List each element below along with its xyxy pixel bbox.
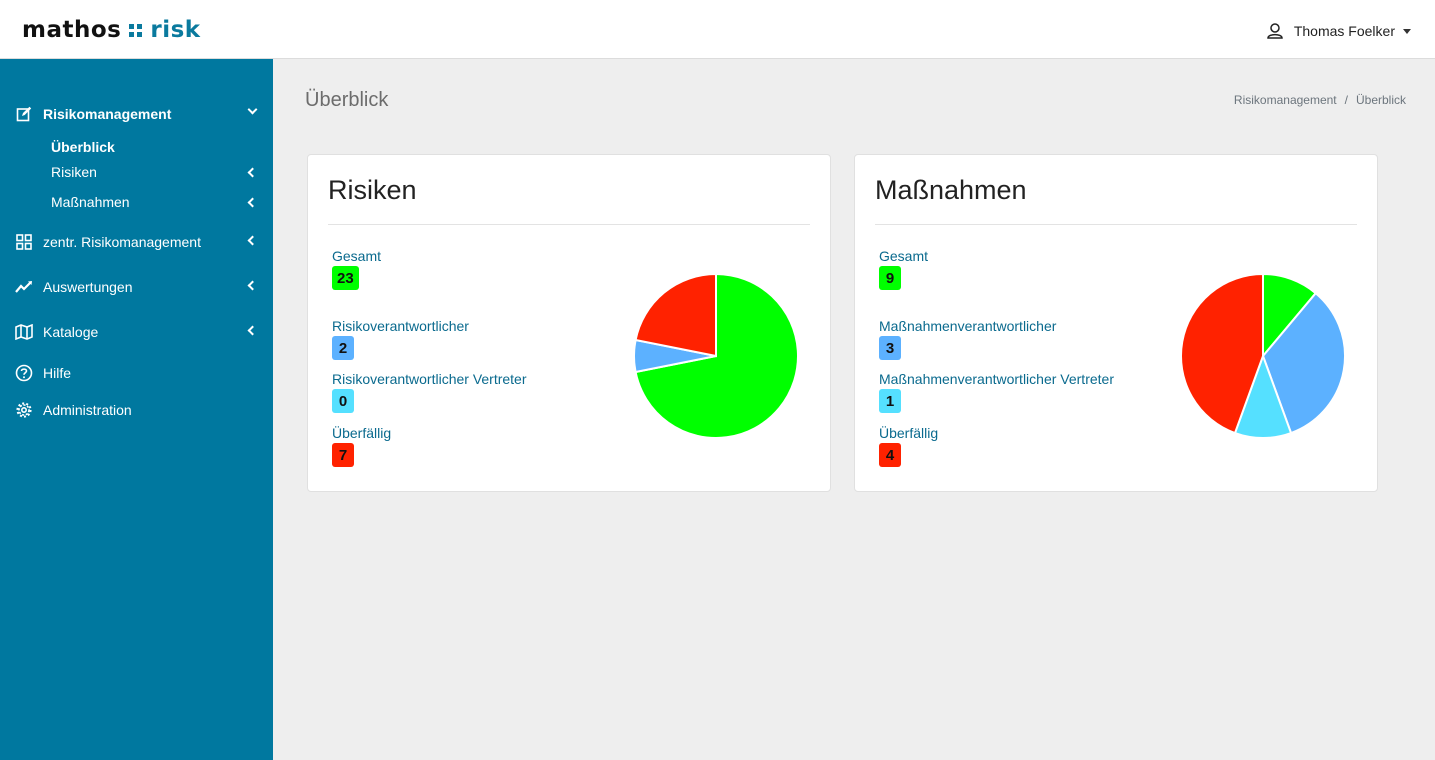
- sidebar: Risikomanagement Überblick Risiken Maßna…: [0, 59, 273, 760]
- pie-chart-risiken: [633, 272, 799, 439]
- sidebar-subitem-label: Risiken: [51, 164, 97, 180]
- card-divider: [875, 224, 1357, 225]
- breadcrumb-root-link[interactable]: Risikomanagement: [1233, 93, 1337, 107]
- edit-icon: [15, 105, 33, 123]
- chevron-left-icon: [247, 325, 258, 336]
- sidebar-item-label: zentr. Risikomanagement: [43, 234, 201, 250]
- stat-label-risikoverantwortlicher[interactable]: Risikoverantwortlicher: [332, 318, 469, 334]
- stat-badge-gesamt: 23: [332, 266, 359, 290]
- stat-label-ueberfaellig[interactable]: Überfällig: [879, 425, 939, 441]
- breadcrumb: Risikomanagement / Überblick: [1234, 93, 1406, 107]
- sidebar-item-label: Hilfe: [43, 365, 72, 381]
- sidebar-item-kataloge[interactable]: Kataloge: [0, 319, 273, 345]
- caret-down-icon: [1403, 28, 1411, 34]
- map-icon: [15, 323, 33, 341]
- card-title: Maßnahmen: [875, 175, 1027, 205]
- stat-badge-ueberfaellig: 7: [332, 443, 354, 467]
- card-divider: [328, 224, 810, 225]
- stat-badge-massnahmenverantwortlicher-vertreter: 1: [879, 389, 901, 413]
- stat-badge-risikoverantwortlicher: 2: [332, 336, 354, 360]
- card-risiken: Risiken Gesamt 23 Risikoverantwortlicher…: [307, 154, 831, 492]
- chart-line-icon: [15, 278, 33, 296]
- chevron-left-icon: [247, 280, 258, 291]
- sidebar-subitem-label: Überblick: [51, 139, 115, 155]
- page-title: Überblick: [305, 89, 389, 111]
- sidebar-item-risikomanagement[interactable]: Risikomanagement: [0, 101, 273, 127]
- logo-text-mathos: mathos: [22, 17, 122, 43]
- user-icon: [1267, 23, 1283, 39]
- sidebar-item-label: Kataloge: [43, 324, 99, 340]
- breadcrumb-separator: /: [1344, 93, 1348, 107]
- sidebar-item-label: Risikomanagement: [43, 106, 172, 122]
- sidebar-subitem-label: Maßnahmen: [51, 194, 130, 210]
- chevron-left-icon: [247, 167, 258, 178]
- pie-slice-1[interactable]: [1261, 291, 1346, 435]
- stat-label-massnahmenverantwortlicher[interactable]: Maßnahmenverantwortlicher: [879, 318, 1057, 334]
- gear-icon: [15, 401, 33, 419]
- stat-badge-gesamt: 9: [879, 266, 901, 290]
- chevron-down-icon: [247, 104, 258, 115]
- sidebar-subitem-massnahmen[interactable]: Maßnahmen: [51, 191, 273, 213]
- sidebar-item-label: Administration: [43, 402, 132, 418]
- pie-slice-3[interactable]: [634, 272, 717, 358]
- stat-badge-ueberfaellig: 4: [879, 443, 901, 467]
- sidebar-subitem-ueberblick[interactable]: Überblick: [51, 136, 273, 158]
- sidebar-subitem-risiken[interactable]: Risiken: [51, 161, 273, 183]
- stat-badge-risikoverantwortlicher-vertreter: 0: [332, 389, 354, 413]
- breadcrumb-current: Überblick: [1355, 93, 1406, 107]
- sidebar-item-zentr-risikomanagement[interactable]: zentr. Risikomanagement: [0, 229, 273, 255]
- pie-slice-3[interactable]: [1180, 272, 1264, 435]
- top-bar: mathos risk Thomas Foelker: [0, 0, 1435, 59]
- user-menu[interactable]: Thomas Foelker: [1266, 22, 1411, 40]
- chevron-left-icon: [247, 197, 258, 208]
- stat-label-ueberfaellig[interactable]: Überfällig: [332, 425, 392, 441]
- sidebar-item-hilfe[interactable]: Hilfe: [0, 360, 273, 386]
- chevron-left-icon: [247, 235, 258, 246]
- pie-chart-massnahmen: [1180, 272, 1346, 439]
- grid-icon: [15, 233, 33, 251]
- sidebar-item-label: Auswertungen: [43, 279, 133, 295]
- logo-dots-icon: [129, 23, 143, 37]
- stat-label-massnahmenverantwortlicher-vertreter[interactable]: Maßnahmenverantwortlicher Vertreter: [879, 371, 1114, 387]
- stat-label-gesamt[interactable]: Gesamt: [879, 248, 929, 264]
- logo-text-risk: risk: [150, 17, 201, 43]
- card-massnahmen: Maßnahmen Gesamt 9 Maßnahmenverantwortli…: [854, 154, 1378, 492]
- question-circle-icon: [15, 364, 33, 382]
- logo[interactable]: mathos risk: [22, 17, 201, 43]
- stat-label-gesamt[interactable]: Gesamt: [332, 248, 382, 264]
- user-name: Thomas Foelker: [1293, 23, 1395, 39]
- sidebar-item-administration[interactable]: Administration: [0, 397, 273, 423]
- card-title: Risiken: [328, 175, 417, 205]
- stat-label-risikoverantwortlicher-vertreter[interactable]: Risikoverantwortlicher Vertreter: [332, 371, 527, 387]
- sidebar-item-auswertungen[interactable]: Auswertungen: [0, 274, 273, 300]
- stat-badge-massnahmenverantwortlicher: 3: [879, 336, 901, 360]
